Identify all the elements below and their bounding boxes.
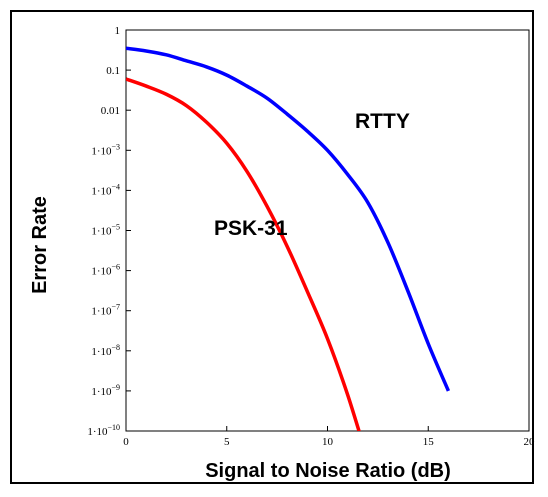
y-tick-label: 1·10−10 <box>87 423 120 438</box>
plot-area <box>125 29 530 432</box>
series-line-psk31 <box>126 77 361 431</box>
chart-frame <box>10 10 534 484</box>
y-tick-label: 1·10−6 <box>91 263 120 278</box>
x-axis-ticks: 0 5 10 15 20 <box>123 426 535 448</box>
x-tick-label: 10 <box>322 436 334 448</box>
x-tick-label: 15 <box>423 436 435 448</box>
y-tick-label: 1·10−9 <box>91 383 120 398</box>
y-tick-label: 1·10−7 <box>91 303 120 318</box>
series-lines <box>126 46 451 431</box>
y-axis-ticks: 1 0.1 0.01 1·10−3 1·10−4 1·10−5 1·10−6 1·10−7 1·… <box>87 25 131 438</box>
y-tick-label: 0.01 <box>101 105 120 117</box>
x-tick-label: 20 <box>524 436 536 448</box>
series-label-rtty: RTTY <box>355 110 410 133</box>
y-tick-label: 1·10−8 <box>91 343 120 358</box>
y-axis-title: Error Rate <box>29 196 51 294</box>
y-tick-label: 1 <box>115 25 121 37</box>
series-label-psk31: PSK-31 <box>214 217 288 240</box>
y-tick-label: 1·10−4 <box>91 182 120 197</box>
y-tick-label: 1·10−3 <box>91 142 120 157</box>
y-tick-label: 1·10−5 <box>91 223 120 238</box>
x-tick-label: 0 <box>123 436 129 448</box>
x-axis-title: Signal to Noise Ratio (dB) <box>205 460 451 482</box>
y-tick-label: 0.1 <box>106 65 120 77</box>
series-line-rtty <box>126 46 451 392</box>
x-tick-label: 5 <box>224 436 230 448</box>
